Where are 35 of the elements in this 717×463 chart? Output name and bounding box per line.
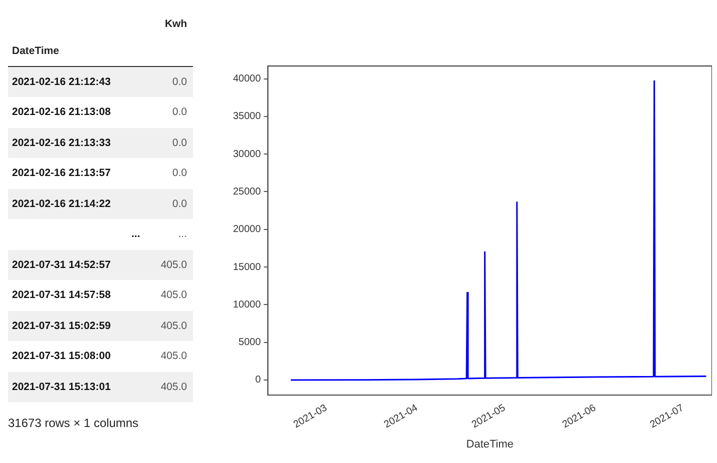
y-tick-label: 30000 <box>232 148 262 160</box>
y-tick-label: 10000 <box>232 299 262 310</box>
y-tick-label: 25000 <box>232 186 262 198</box>
text: 405.0 <box>160 288 188 304</box>
y-tick-label: 20000 <box>232 224 262 236</box>
text: 0.0 <box>171 196 188 212</box>
text: 0.0 <box>171 166 188 182</box>
text: 2021-07-31 15:02:59 <box>11 318 112 334</box>
text: 2021-02-16 21:13:08 <box>11 105 112 120</box>
text: 2021-02-16 21:13:33 <box>11 136 112 151</box>
y-tick-label: 0 <box>255 374 262 386</box>
x-axis-title: DateTime <box>466 438 514 450</box>
text: 2021-02-16 21:12:43 <box>11 75 112 90</box>
text: 2021-07-31 14:57:58 <box>11 288 112 304</box>
text: Kwh <box>164 17 188 32</box>
text: ... <box>177 227 188 242</box>
y-tick-label: 15000 <box>232 262 262 273</box>
text: 405.0 <box>160 349 188 364</box>
text: ... <box>130 227 142 242</box>
text: 405.0 <box>160 258 188 273</box>
text: 405.0 <box>160 318 188 334</box>
text: 2021-02-16 21:14:22 <box>11 196 112 212</box>
text: 0.0 <box>171 136 188 151</box>
text: 0.0 <box>171 75 188 90</box>
y-tick-label: 40000 <box>232 74 262 85</box>
y-tick-label: 5000 <box>238 337 262 348</box>
text: 2021-07-31 15:08:00 <box>11 349 112 364</box>
text: 2021-02-16 21:13:57 <box>11 166 112 182</box>
text: DateTime <box>11 44 60 59</box>
text: 405.0 <box>160 380 188 395</box>
text: 2021-07-31 14:52:57 <box>11 258 112 273</box>
text: 31673 rows × 1 columns <box>8 416 140 430</box>
y-tick-label: 35000 <box>232 111 262 122</box>
text: 0.0 <box>171 105 188 120</box>
text: 2021-07-31 15:13:01 <box>11 380 112 395</box>
